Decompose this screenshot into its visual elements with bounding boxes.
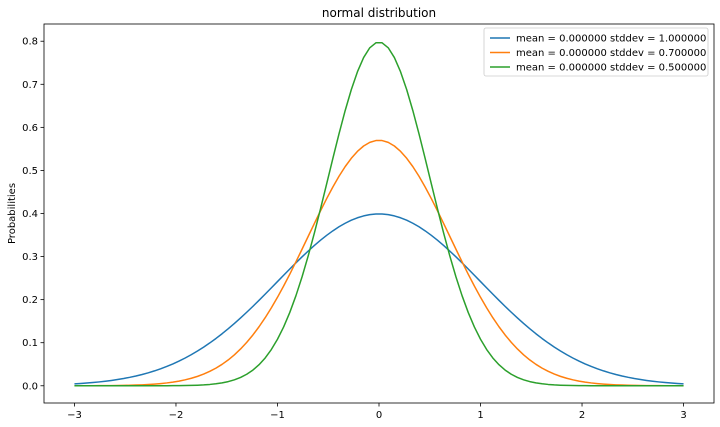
- legend-entry: mean = 0.000000 stddev = 1.000000: [516, 34, 706, 45]
- legend-box: [483, 27, 709, 77]
- y-tick-label: 0.7: [22, 80, 38, 91]
- series-line-3: [74, 42, 684, 387]
- x-tick-label: −3: [67, 410, 82, 421]
- series-line-2: [74, 139, 684, 387]
- x-tick-label: 2: [579, 410, 585, 421]
- y-tick-label: 0.4: [22, 209, 38, 220]
- legend: mean = 0.000000 stddev = 1.000000 mean = …: [483, 27, 709, 77]
- x-tick-label: −1: [270, 410, 285, 421]
- y-tick-label: 0.5: [22, 166, 38, 177]
- plot-area: [74, 42, 684, 387]
- y-tick-label: 0.2: [22, 295, 38, 306]
- axes: −3 −2 −1 0 1 2 3 0.0 0.1 0.2 0.3 0.4 0.5 0.6 0.7 0.8: [22, 23, 715, 421]
- x-tick-label: 1: [477, 410, 483, 421]
- x-tick-label: 0: [376, 410, 382, 421]
- y-tick-label: 0.1: [22, 338, 38, 349]
- legend-entry: mean = 0.000000 stddev = 0.700000: [516, 48, 706, 59]
- y-tick-label: 0.3: [22, 252, 38, 263]
- y-tick-label: 0.8: [22, 37, 38, 48]
- x-tick-label: −2: [169, 410, 184, 421]
- chart-title: normal distribution: [322, 6, 436, 20]
- y-tick-label: 0.6: [22, 123, 38, 134]
- series-line-1: [74, 213, 684, 385]
- legend-entry: mean = 0.000000 stddev = 0.500000: [516, 63, 706, 74]
- y-tick-label: 0.0: [22, 381, 38, 392]
- y-axis-label: Probabilities: [7, 183, 18, 244]
- x-tick-label: 3: [680, 410, 686, 421]
